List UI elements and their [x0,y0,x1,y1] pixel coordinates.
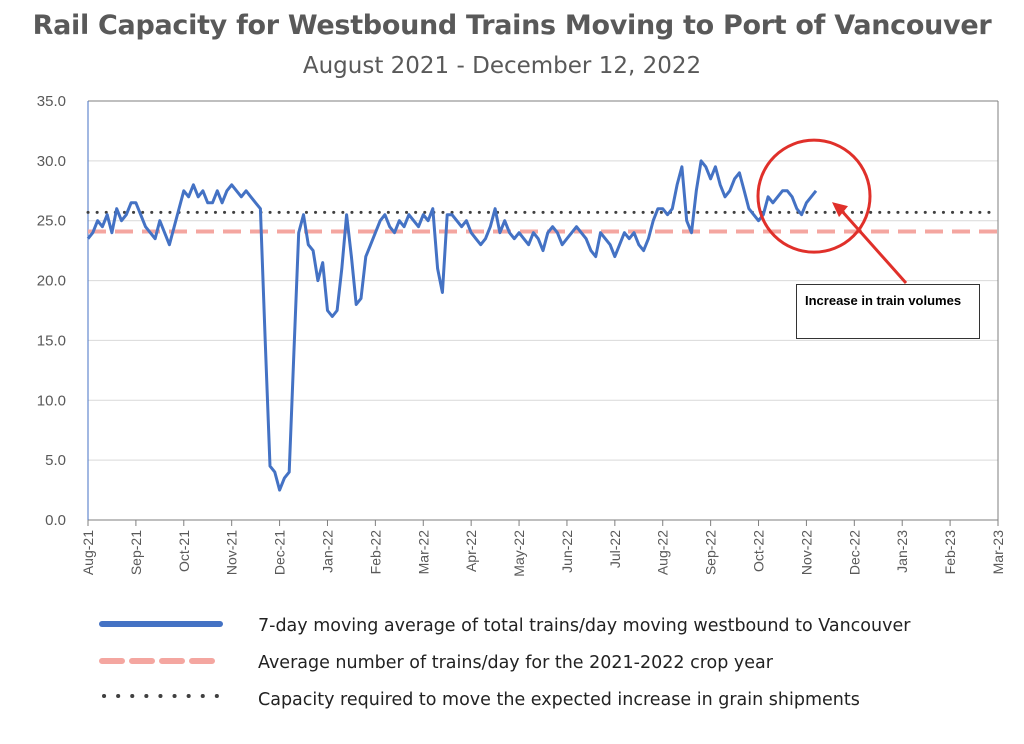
x-tick-label: May-22 [511,530,527,577]
x-tick-label: Feb-22 [367,530,383,575]
chart-title: Rail Capacity for Westbound Trains Movin… [32,10,992,41]
x-tick-label: Mar-22 [415,530,431,575]
x-tick-label: Dec-22 [846,530,862,575]
x-tick-label: Jul-22 [607,530,623,568]
legend-swatch-solid [99,621,223,627]
y-tick-label: 25.0 [37,213,66,230]
x-tick-label: Aug-21 [80,530,96,575]
legend-item-capacity-required: Capacity required to move the expected i… [98,686,1018,716]
annotation-arrow-head [832,202,848,218]
legend-swatch-dashed [99,658,223,664]
chart-subtitle: August 2021 - December 12, 2022 [302,53,702,79]
x-tick-label: Mar-23 [990,530,1006,575]
x-tick-label: Nov-21 [224,530,240,575]
y-tick-label: 0.0 [45,512,66,529]
annotation-arrow-shaft [840,210,908,284]
legend-label: Capacity required to move the expected i… [258,690,860,710]
x-tick-label: Jan-23 [894,530,910,573]
legend-label: 7-day moving average of total trains/day… [258,616,911,636]
x-tick-label: Jun-22 [559,530,575,573]
y-tick-label: 5.0 [45,452,66,469]
x-tick-label: Aug-22 [655,530,671,575]
legend-swatch-dotted [102,694,222,698]
x-tick-label: Sep-21 [128,530,144,575]
x-tick-label: Nov-22 [798,530,814,575]
annotation-box: Increase in train volumes [796,284,980,339]
legend-item-moving-average: 7-day moving average of total trains/day… [98,612,1018,642]
x-tick-label: Apr-22 [463,530,479,572]
x-tick-label: Feb-23 [942,530,958,575]
x-tick-label: Oct-21 [176,530,192,572]
legend-label: Average number of trains/day for the 202… [258,653,773,673]
y-tick-label: 15.0 [37,332,66,349]
x-tick-label: Oct-22 [751,530,767,572]
legend-item-crop-year-average: Average number of trains/day for the 202… [98,649,1018,679]
x-tick-label: Jan-22 [319,530,335,573]
x-tick-label: Sep-22 [703,530,719,575]
y-tick-label: 30.0 [37,153,66,170]
y-tick-label: 35.0 [37,93,66,110]
y-tick-label: 10.0 [37,392,66,409]
moving-average-line [86,159,818,492]
annotation-circle [756,138,872,254]
y-tick-label: 20.0 [37,273,66,290]
x-tick-label: Dec-21 [272,530,288,575]
